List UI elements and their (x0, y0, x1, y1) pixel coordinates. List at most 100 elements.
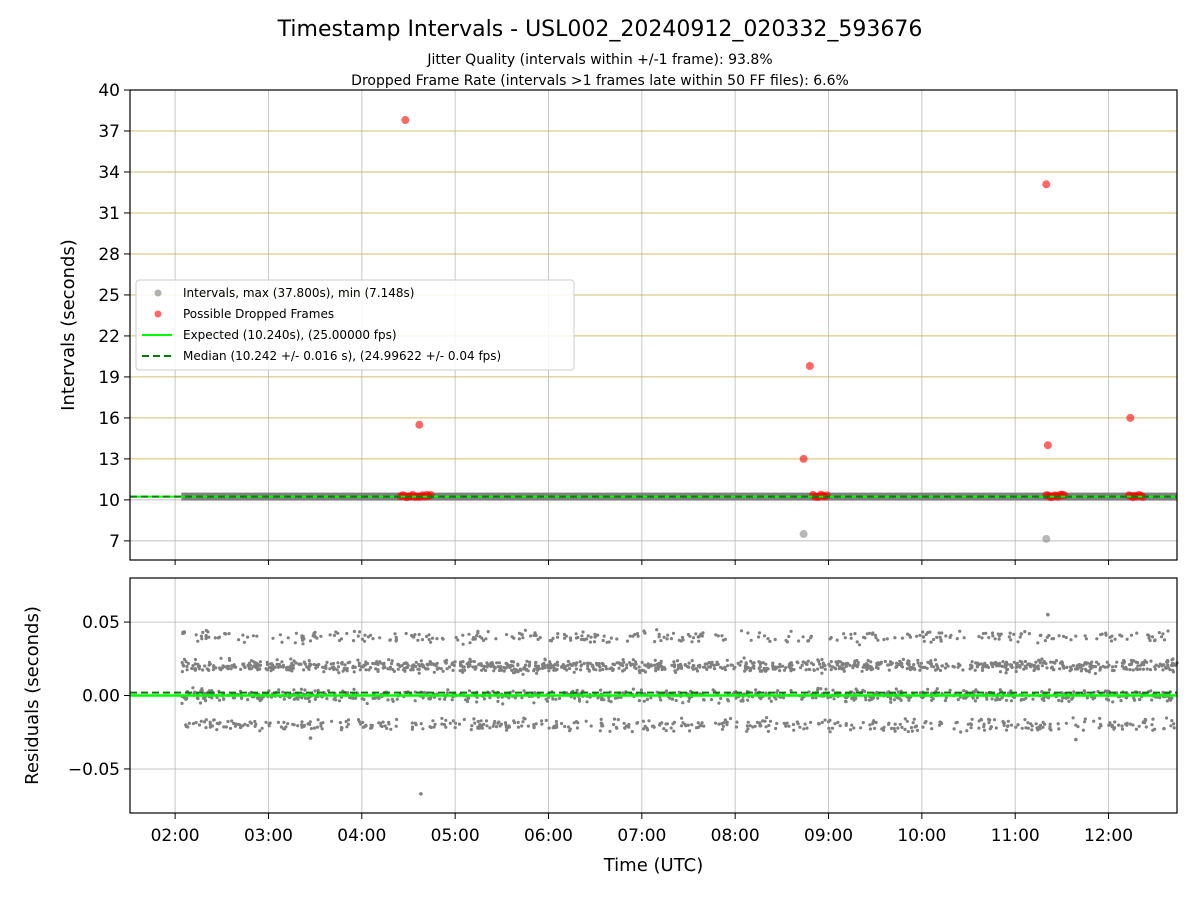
residual-point (1171, 668, 1175, 672)
residual-point (592, 667, 596, 671)
residual-point (328, 633, 332, 637)
residual-point (302, 724, 306, 729)
dropped-frame-point (1042, 180, 1051, 189)
residual-point (280, 660, 284, 664)
residual-point (422, 691, 426, 695)
residual-point (955, 720, 959, 725)
residual-point (443, 659, 447, 663)
residual-point (585, 661, 590, 665)
residual-point (789, 669, 793, 673)
residual-point (526, 724, 531, 728)
residual-point (882, 725, 886, 730)
residual-point (795, 720, 799, 724)
interval-point (799, 530, 808, 539)
residual-point (1051, 660, 1055, 664)
residual-point (419, 722, 423, 726)
residual-point (669, 726, 673, 730)
residual-point (1016, 640, 1020, 644)
residual-point (723, 718, 727, 722)
residual-point (300, 696, 304, 700)
residual-point (1150, 635, 1155, 639)
residual-point (440, 636, 444, 640)
residual-point (340, 726, 344, 730)
residual-point (653, 658, 657, 662)
residual-point (444, 725, 448, 729)
residual-point (1165, 699, 1169, 703)
residual-point (696, 721, 700, 725)
residual-point (856, 663, 860, 667)
residual-point (1015, 665, 1019, 669)
residual-point (885, 691, 890, 695)
residual-point (871, 667, 875, 671)
residual-point (204, 726, 208, 730)
x-tick-label: 12:00 (1084, 826, 1133, 846)
residual-point (573, 696, 577, 700)
residual-point (764, 662, 768, 666)
residual-point (687, 661, 691, 665)
residual-point (627, 722, 631, 727)
residual-point (934, 663, 939, 667)
residual-point (741, 698, 745, 702)
residual-point (524, 663, 528, 667)
residual-point (829, 660, 833, 664)
residual-point (199, 719, 203, 723)
residual-point (596, 633, 600, 637)
residual-point (765, 716, 769, 720)
residual-point (360, 637, 364, 641)
residual-point (358, 668, 362, 672)
residual-point (1061, 634, 1066, 639)
residual-point (193, 662, 197, 666)
residual-point (1157, 664, 1161, 669)
residual-point (932, 637, 936, 642)
residual-point (635, 632, 640, 636)
residual-point (837, 665, 842, 669)
residual-point (766, 729, 771, 734)
residual-point (742, 656, 746, 660)
residual-point (543, 666, 547, 670)
residual-point (992, 718, 997, 722)
residual-point (1162, 727, 1166, 731)
residual-point (668, 696, 672, 700)
residual-point (792, 728, 796, 732)
residual-point (1041, 725, 1045, 729)
residual-point (716, 662, 720, 667)
residual-point (748, 724, 752, 728)
residual-point (286, 636, 290, 640)
residual-point (806, 639, 810, 643)
residual-point (191, 686, 195, 690)
residual-point (1038, 633, 1042, 638)
residual-point (473, 637, 477, 641)
residual-point (1131, 723, 1135, 727)
residual-point (940, 631, 944, 635)
residual-point (828, 637, 832, 641)
residual-point (345, 631, 349, 636)
y-tick-label: 19 (98, 368, 120, 388)
residual-point (510, 635, 514, 639)
residual-point (490, 660, 494, 665)
residual-point (889, 662, 893, 667)
residual-point (576, 721, 580, 725)
residual-point (1031, 697, 1035, 701)
residual-point (816, 686, 820, 690)
residual-point (801, 635, 805, 639)
residual-point (1026, 721, 1030, 725)
residual-point (944, 634, 948, 638)
residual-point (658, 722, 662, 726)
residual-point (580, 634, 584, 638)
residual-point (1147, 634, 1151, 638)
residual-point (258, 729, 262, 733)
residual-point (640, 660, 644, 665)
residual-point (536, 668, 540, 672)
residual-point (929, 721, 933, 725)
residual-point (312, 662, 316, 667)
residual-point (771, 661, 775, 665)
residual-point (474, 666, 478, 670)
residual-point (700, 634, 704, 638)
residual-point (181, 663, 185, 667)
residual-point (806, 659, 810, 663)
residual-point (703, 665, 707, 669)
residual-point (1130, 661, 1134, 665)
residual-point (587, 669, 591, 673)
residual-point (1113, 726, 1117, 730)
residual-point (717, 701, 721, 705)
